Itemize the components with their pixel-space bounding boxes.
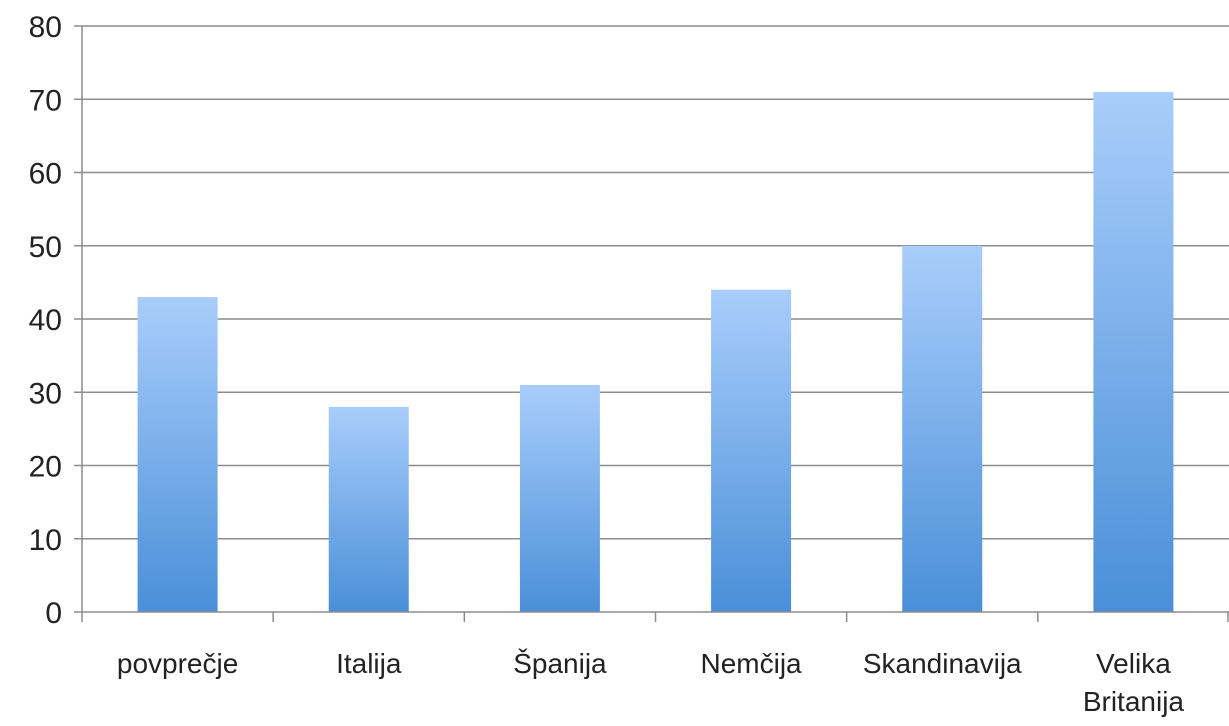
bar-0: [137, 297, 218, 612]
x-category-label-2: Španija: [513, 648, 607, 679]
x-category-label-line: Velika: [1096, 648, 1171, 679]
y-tick-label-30: 30: [29, 377, 62, 410]
x-category-label-line: povprečje: [117, 648, 238, 679]
bar-4: [902, 245, 983, 612]
bars: [137, 91, 1174, 613]
bar-5: [1093, 91, 1174, 613]
bar-1: [328, 406, 409, 612]
bar-3: [711, 289, 792, 612]
y-tick-label-0: 0: [45, 597, 62, 630]
y-tick-label-50: 50: [29, 231, 62, 264]
y-tick-label-10: 10: [29, 524, 62, 557]
x-category-label-3: Nemčija: [701, 648, 803, 679]
y-tick-label-20: 20: [29, 451, 62, 484]
y-tick-label-70: 70: [29, 84, 62, 117]
axes: [74, 25, 1229, 622]
gridlines: [82, 25, 1229, 540]
x-category-label-line: Italija: [336, 648, 402, 679]
y-tick-label-60: 60: [29, 158, 62, 191]
x-category-label-0: povprečje: [117, 648, 238, 679]
x-category-label-line: Španija: [513, 648, 607, 679]
x-category-label-line: Britanija: [1083, 686, 1185, 717]
labels: 0 10 20 30 40 50 60 70 80 povprečje Italija Španija…: [29, 11, 1185, 717]
x-category-label-5: Velika Britanija: [1083, 648, 1185, 717]
x-category-label-line: Skandinavija: [863, 648, 1022, 679]
x-category-label-line: Nemčija: [701, 648, 803, 679]
x-category-label-1: Italija: [336, 648, 402, 679]
x-category-label-4: Skandinavija: [863, 648, 1022, 679]
y-tick-label-40: 40: [29, 304, 62, 337]
y-tick-label-80: 80: [29, 11, 62, 44]
bar-2: [519, 384, 600, 612]
